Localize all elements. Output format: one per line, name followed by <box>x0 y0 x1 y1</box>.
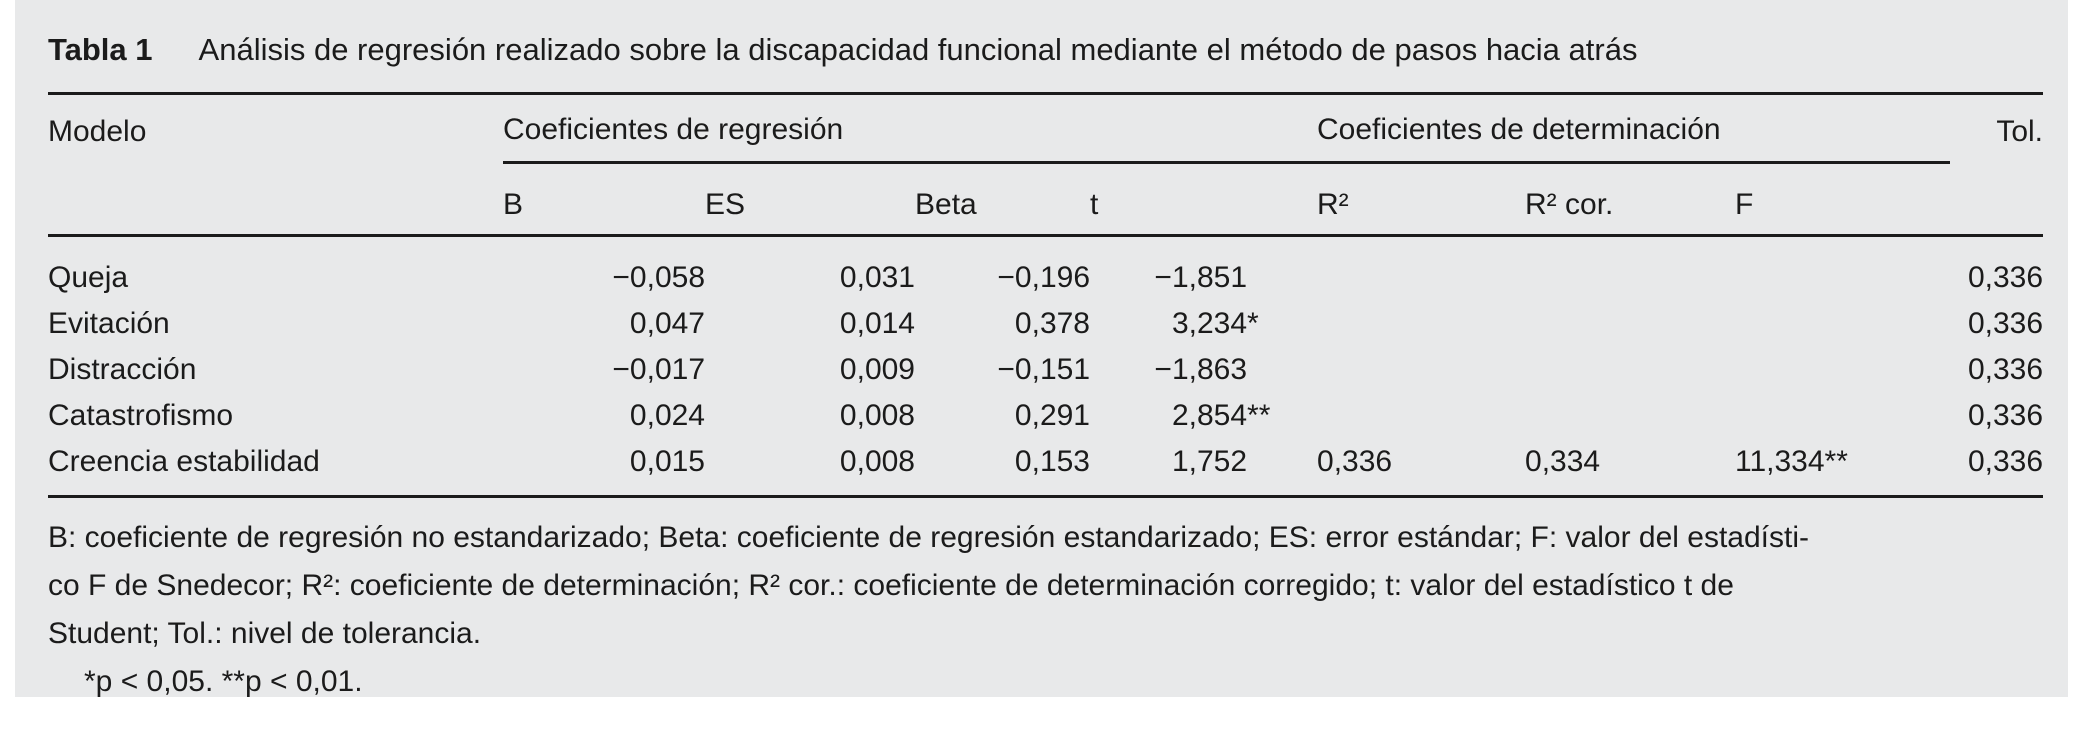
cell-tol: 0,336 <box>1967 261 2044 294</box>
cell-t: 3,234* <box>1171 307 1259 340</box>
cell-tol: 0,336 <box>1967 445 2044 478</box>
group-header-regresion: Coeficientes de regresión <box>503 93 1248 164</box>
cell-tol: 0,336 <box>1967 399 2044 432</box>
footnote-line-2: co F de Snedecor; R²: coeficiente de det… <box>48 569 1734 602</box>
cell-modelo: Creencia estabilidad <box>48 445 320 478</box>
footnote-line-1: B: coeficiente de regresión no estandari… <box>48 521 1809 554</box>
cell-t: 1,752 <box>1090 439 1247 497</box>
cell-r2 <box>1247 393 1525 439</box>
cell-r2cor: 0,334 <box>1525 445 1601 478</box>
header-t: t <box>1090 162 1248 237</box>
cell-f <box>1735 301 1950 347</box>
cell-r2 <box>1247 347 1525 393</box>
table-row-queja: Queja −0,058 0,031 −0,196 −1,851 0,336 <box>48 236 2043 302</box>
table-number-label: Tabla 1 <box>48 32 153 67</box>
table-panel: Tabla 1 Análisis de regresión realizado s… <box>15 0 2068 697</box>
cell-beta: 0,378 <box>1014 307 1090 340</box>
f-value: 11,334 <box>1735 445 1825 478</box>
header-modelo: Modelo <box>48 114 147 148</box>
cell-t: 2,854** <box>1171 399 1271 432</box>
cell-b: 0,047 <box>629 307 705 340</box>
cell-b: 0,024 <box>629 399 705 432</box>
header-r2cor: R² cor. <box>1525 162 1736 237</box>
cell-r2cor <box>1525 393 1735 439</box>
table-row-evitacion: Evitación 0,047 0,014 0,378 3,234* 0,336 <box>48 301 2043 347</box>
cell-t: −1,863 <box>1090 347 1247 393</box>
header-r2: R² <box>1247 162 1526 237</box>
header-f: F <box>1735 162 1951 237</box>
t-value: −1,851 <box>1154 261 1248 294</box>
cell-f <box>1735 393 1950 439</box>
cell-r2 <box>1247 236 1525 302</box>
cell-modelo: Catastrofismo <box>48 399 234 432</box>
header-es: ES <box>705 162 915 237</box>
regression-table: Modelo Coeficientes de regresión Coefici… <box>48 92 2044 498</box>
cell-modelo: Distracción <box>48 353 197 386</box>
t-value: 2,854 <box>1171 399 1248 432</box>
header-beta: Beta <box>915 162 1090 237</box>
table-row-creencia-estabilidad: Creencia estabilidad 0,015 0,008 0,153 1… <box>48 439 2043 497</box>
cell-es: 0,031 <box>839 261 915 294</box>
cell-f <box>1735 347 1950 393</box>
table-footnotes: B: coeficiente de regresión no estandari… <box>48 514 2035 697</box>
header-tol: Tol. <box>1996 114 2044 148</box>
t-value: 3,234 <box>1171 307 1248 340</box>
subheader-empty-tol <box>1950 162 2044 237</box>
footnote-significance-levels: *p < 0,05. **p < 0,01. <box>84 665 363 697</box>
cell-f: 11,334** <box>1735 445 1848 478</box>
cell-es: 0,009 <box>839 353 915 386</box>
subheader-empty-modelo <box>48 162 503 237</box>
cell-beta: −0,196 <box>997 261 1090 294</box>
t-value: −1,863 <box>1154 353 1248 386</box>
cell-r2cor <box>1525 301 1735 347</box>
cell-r2cor <box>1525 236 1735 302</box>
cell-t: −1,851 <box>1090 236 1247 302</box>
table-row-distraccion: Distracción −0,017 0,009 −0,151 −1,863 0… <box>48 347 2043 393</box>
cell-beta: 0,291 <box>1014 399 1090 432</box>
cell-b: 0,015 <box>629 445 705 478</box>
table-title: Tabla 1 Análisis de regresión realizado s… <box>48 30 2035 70</box>
cell-r2 <box>1247 301 1525 347</box>
cell-beta: −0,151 <box>997 353 1090 386</box>
cell-f <box>1735 236 1950 302</box>
group-header-row: Modelo Coeficientes de regresión Coefici… <box>48 93 2044 164</box>
cell-tol: 0,336 <box>1967 353 2044 386</box>
cell-es: 0,014 <box>839 307 915 340</box>
cell-es: 0,008 <box>839 445 915 478</box>
t-value: 1,752 <box>1171 445 1248 478</box>
cell-r2cor <box>1525 347 1735 393</box>
sub-header-row: B ES Beta t R² R² cor. F <box>48 162 2044 237</box>
cell-b: −0,058 <box>612 261 705 294</box>
table-title-text: Análisis de regresión realizado sobre la… <box>198 32 1638 67</box>
cell-r2: 0,336 <box>1317 445 1393 478</box>
group-header-determinacion: Coeficientes de determinación <box>1247 93 1951 164</box>
table-row-catastrofismo: Catastrofismo 0,024 0,008 0,291 2,854** … <box>48 393 2043 439</box>
cell-b: −0,017 <box>612 353 705 386</box>
cell-es: 0,008 <box>839 399 915 432</box>
table-inner: Tabla 1 Análisis de regresión realizado s… <box>15 0 2068 697</box>
cell-beta: 0,153 <box>1014 445 1090 478</box>
footnote-line-3: Student; Tol.: nivel de tolerancia. <box>48 617 482 650</box>
cell-modelo: Queja <box>48 261 129 294</box>
cell-tol: 0,336 <box>1967 307 2044 340</box>
cell-modelo: Evitación <box>48 307 170 340</box>
header-b: B <box>503 162 705 237</box>
